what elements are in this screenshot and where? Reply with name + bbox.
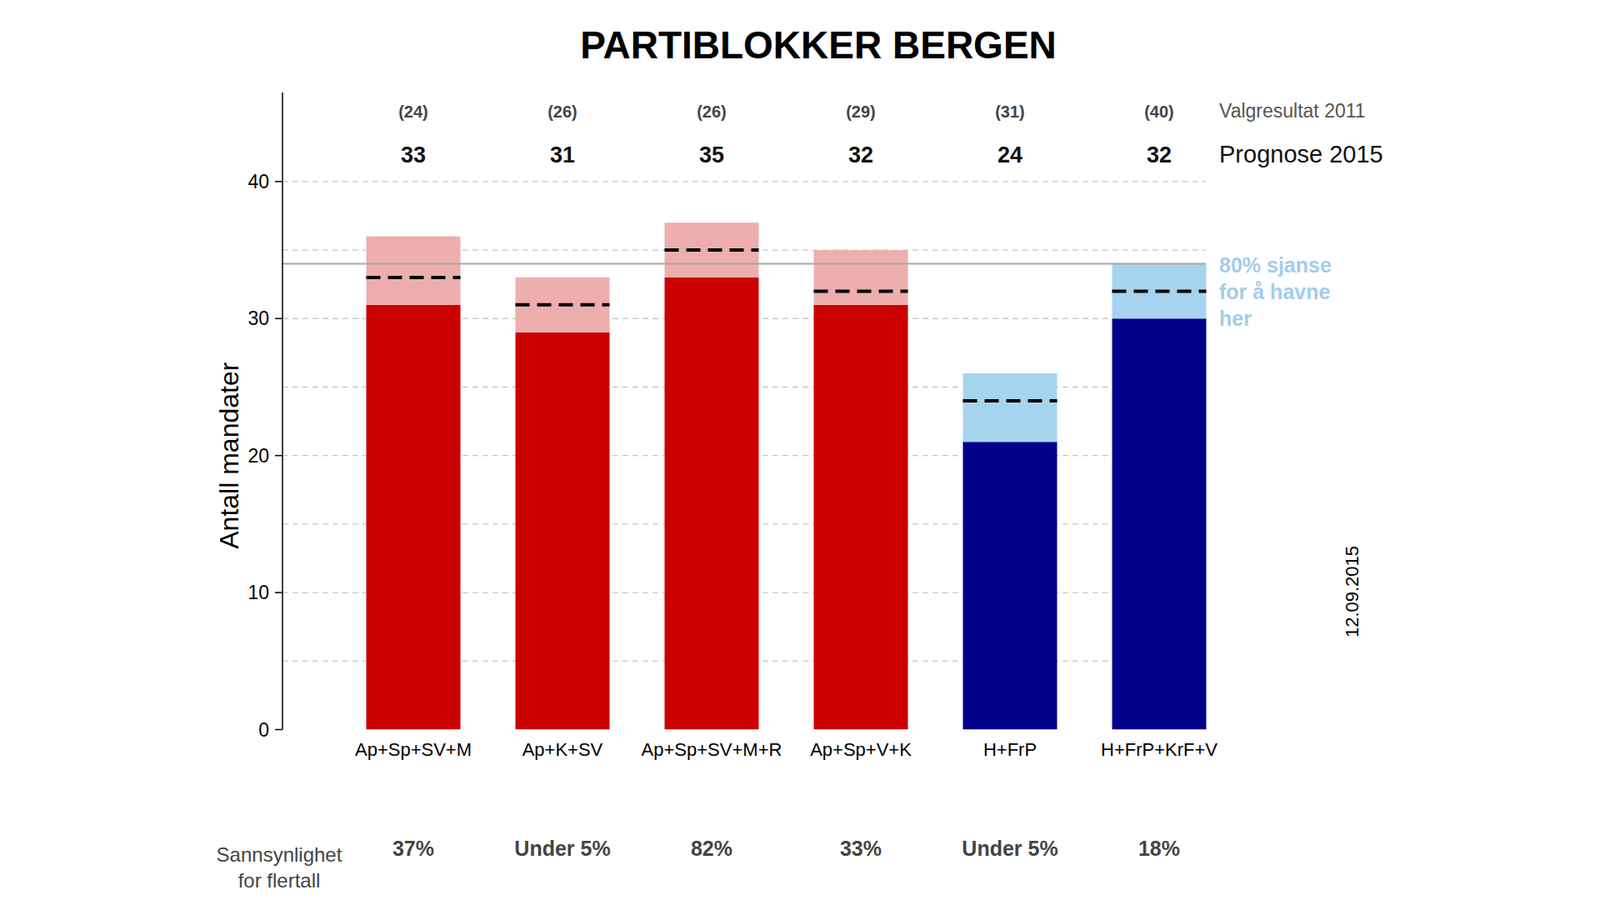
- forecast-label: 35: [699, 142, 725, 168]
- result-2011-label: (26): [547, 102, 578, 121]
- result-2011-label: (29): [845, 102, 876, 121]
- category-label: H+FrP+KrF+V: [1100, 739, 1218, 760]
- y-tick: [275, 318, 283, 320]
- interval-band: [515, 277, 610, 333]
- interval-band: [814, 250, 909, 305]
- probability-row-label: Sannsynlighet: [216, 843, 343, 866]
- probability-label: 37%: [392, 836, 435, 860]
- probability-label: Under 5%: [961, 836, 1058, 860]
- result-2011-label: (24): [398, 102, 429, 121]
- forecast-line: [814, 289, 909, 293]
- forecast-line: [366, 275, 461, 280]
- bar: [366, 305, 461, 730]
- forecast-label: 33: [400, 142, 426, 168]
- bar: [814, 305, 909, 730]
- y-axis: [281, 92, 284, 730]
- row-label: Valgresultat 2011: [1219, 100, 1366, 122]
- forecast-label: 31: [550, 142, 575, 168]
- probability-label: 33%: [840, 836, 882, 860]
- result-2011-label: (40): [1144, 102, 1175, 121]
- forecast-line: [515, 303, 610, 307]
- category-label: H+FrP: [983, 739, 1037, 760]
- chart: PARTIBLOKKER BERGEN 0 10 20 30 40 Antall manda…: [0, 0, 1600, 900]
- bar: [515, 332, 610, 730]
- interval-band: [366, 236, 461, 305]
- title: PARTIBLOKKER BERGEN: [580, 23, 1057, 67]
- category-label: Ap+Sp+V+K: [810, 739, 912, 760]
- forecast-label: 24: [997, 142, 1023, 168]
- result-2011-label: (31): [995, 102, 1025, 121]
- y-tick: [275, 729, 283, 731]
- probability-label: Under 5%: [514, 836, 610, 860]
- date: 12.09.2015: [1341, 545, 1363, 638]
- forecast-line: [1112, 289, 1207, 293]
- majority-line: [282, 262, 1206, 265]
- y-tick-label: 40: [247, 170, 270, 193]
- row-label: Prognose 2015: [1219, 140, 1384, 168]
- interval-band: [963, 373, 1058, 442]
- interval-band: [665, 222, 760, 278]
- category-label: Ap+Sp+SV+M: [355, 739, 472, 760]
- forecast-label: 32: [848, 142, 874, 168]
- bar: [963, 441, 1058, 730]
- bar: [665, 277, 760, 730]
- y-tick-label: 30: [247, 307, 270, 330]
- bar: [1112, 318, 1207, 730]
- forecast-line: [963, 399, 1058, 403]
- probability-label: 82%: [690, 836, 733, 860]
- y-axis-label: Antall mandater: [214, 361, 245, 549]
- forecast-label: 32: [1146, 142, 1172, 168]
- y-tick: [275, 180, 283, 183]
- y-tick-label: 10: [247, 581, 270, 604]
- probability-label: 18%: [1138, 836, 1180, 860]
- grid-line: [282, 180, 1206, 182]
- y-tick-label: 20: [247, 445, 270, 467]
- interval-band: [1112, 264, 1207, 320]
- category-label: Ap+Sp+SV+M+R: [641, 739, 783, 760]
- forecast-line: [665, 248, 760, 252]
- interval-note: for å havne: [1219, 280, 1330, 304]
- y-tick-label: 0: [258, 719, 270, 741]
- interval-note: 80% sjanse: [1219, 253, 1332, 277]
- probability-row-label: for flertall: [238, 869, 321, 892]
- interval-note: her: [1219, 306, 1252, 330]
- y-tick: [275, 591, 283, 594]
- y-tick: [275, 455, 283, 457]
- result-2011-label: (26): [696, 102, 727, 121]
- bars: [366, 222, 1207, 730]
- category-label: Ap+K+SV: [522, 739, 604, 760]
